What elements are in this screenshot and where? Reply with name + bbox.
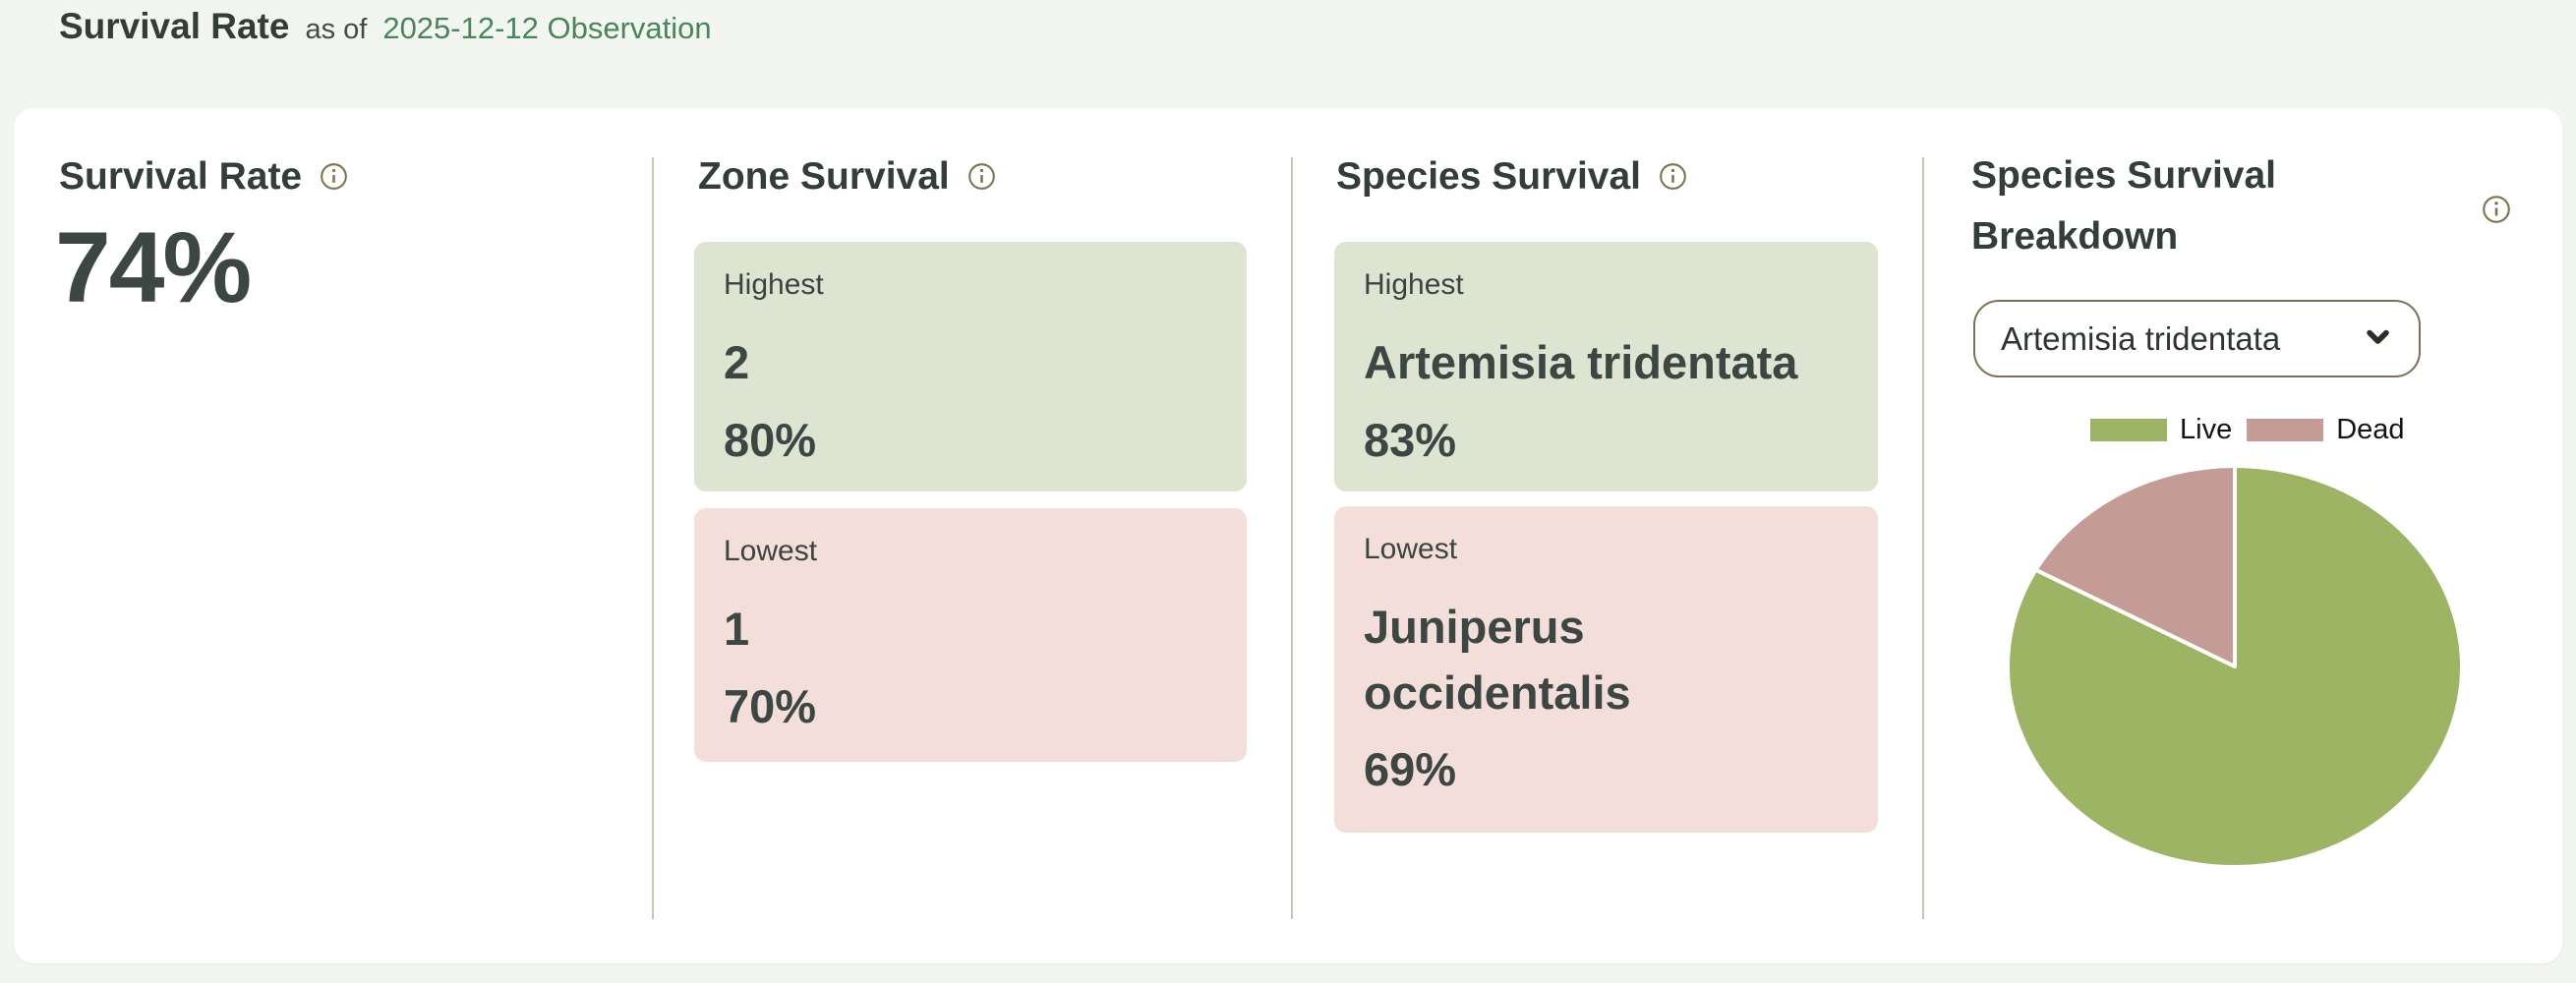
survival-rate-title-text: Survival Rate [59, 155, 303, 198]
zone-lowest-name: 1 [724, 603, 750, 655]
survival-summary-card: Survival Rate 74% Zone Survival Highest … [14, 108, 2562, 963]
zone-highest-name: 2 [724, 336, 750, 388]
zone-highest-value: 80% [724, 413, 817, 466]
page-header: Survival Rate as of 2025-12-12 Observati… [59, 6, 712, 47]
zone-lowest-card: Lowest 1 70% [694, 508, 1247, 762]
species-pie-chart [2004, 462, 2466, 871]
column-divider [1922, 157, 1924, 919]
lowest-label: Lowest [1364, 533, 1458, 565]
species-survival-panel-title: Species Survival [1336, 157, 1687, 196]
zone-survival-title-text: Zone Survival [698, 155, 950, 198]
observation-date-link[interactable]: 2025-12-12 Observation [382, 11, 712, 45]
species-lowest-card: Lowest Juniperus occidentalis 69% [1334, 506, 1878, 833]
pie-legend: Live Dead [2090, 416, 2405, 444]
dead-legend-swatch [2247, 419, 2324, 441]
zone-lowest-value: 70% [724, 679, 817, 732]
info-icon[interactable] [1659, 162, 1687, 191]
highest-label: Highest [1364, 268, 1464, 301]
highest-label: Highest [724, 268, 824, 301]
info-icon[interactable] [967, 162, 996, 191]
as-of-label: as of [305, 14, 368, 45]
info-icon[interactable] [320, 162, 348, 191]
info-icon[interactable] [2482, 195, 2511, 224]
breakdown-panel-title: Species Survival Breakdown [1971, 154, 2277, 259]
overall-survival-rate-value: 74% [55, 211, 252, 323]
species-lowest-name: Juniperus occidentalis [1364, 601, 1631, 719]
species-survival-title-text: Species Survival [1336, 155, 1642, 198]
page-title: Survival Rate [59, 6, 290, 46]
species-selector-dropdown[interactable]: Artemisia tridentata [1973, 300, 2421, 377]
zone-survival-panel-title: Zone Survival [698, 157, 996, 196]
survival-rate-panel-title: Survival Rate [59, 157, 348, 196]
species-highest-value: 83% [1364, 413, 1457, 466]
zone-highest-card: Highest 2 80% [694, 242, 1247, 492]
live-legend-label: Live [2180, 414, 2233, 445]
chevron-down-icon [2363, 321, 2393, 357]
dead-legend-label: Dead [2336, 414, 2405, 445]
lowest-label: Lowest [724, 535, 818, 567]
species-lowest-value: 69% [1364, 743, 1457, 796]
species-selector-value: Artemisia tridentata [2001, 319, 2281, 357]
live-legend-swatch [2090, 419, 2167, 441]
column-divider [652, 157, 654, 919]
species-highest-card: Highest Artemisia tridentata 83% [1334, 242, 1878, 492]
species-highest-name: Artemisia tridentata [1364, 336, 1798, 388]
column-divider [1291, 157, 1293, 919]
